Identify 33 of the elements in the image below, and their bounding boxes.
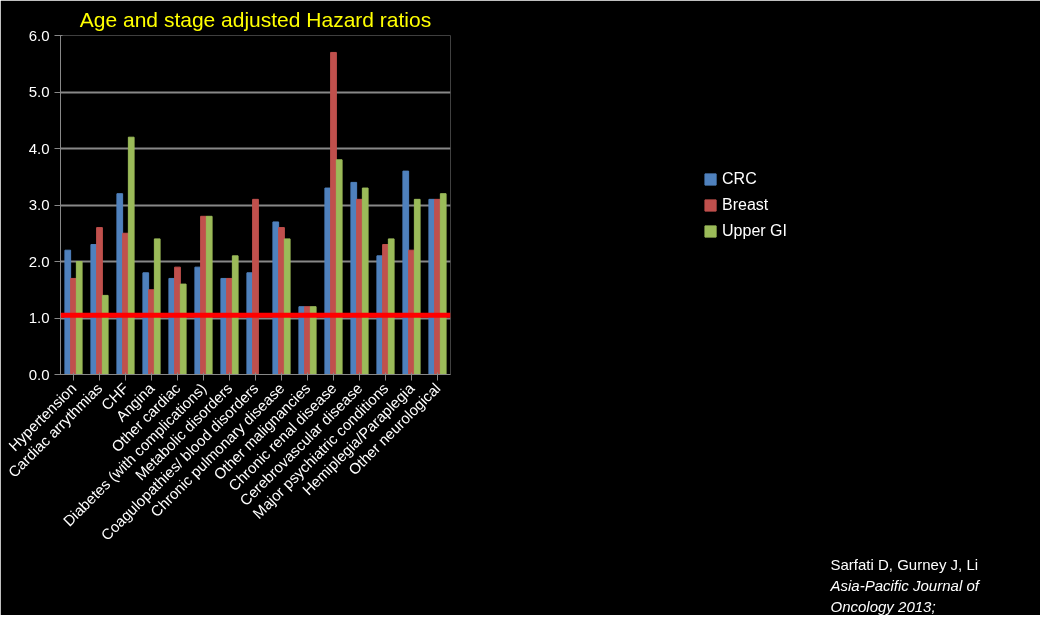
- bar: [116, 193, 124, 375]
- bar: [330, 51, 337, 375]
- text: Oncology 2013;: [830, 597, 936, 615]
- legend-label: Upper GI: [722, 221, 787, 240]
- bar: [231, 255, 239, 375]
- text: Asia-Pacific Journal of: [829, 576, 981, 594]
- bar: [335, 159, 343, 375]
- y-tick-label: 0.0: [28, 365, 50, 383]
- bar: [75, 261, 83, 375]
- bar: [309, 306, 317, 375]
- bar: [205, 215, 213, 375]
- y-tick-label: 6.0: [28, 26, 50, 44]
- legend-label: CRC: [722, 169, 757, 188]
- y-tick-label: 5.0: [28, 83, 50, 100]
- bar: [101, 294, 109, 375]
- bar: [179, 283, 187, 375]
- bar: [439, 193, 447, 375]
- text: Sarfati D, Gurney J, Li: [830, 555, 979, 573]
- legend-label: Breast: [722, 195, 769, 214]
- y-tick-label: 2.0: [28, 252, 50, 270]
- chart-title: Age and stage adjusted Hazard ratios: [79, 7, 432, 31]
- y-tick-label: 4.0: [28, 139, 50, 157]
- bar: [361, 187, 369, 375]
- bar: [402, 170, 410, 375]
- bar: [413, 198, 421, 375]
- y-tick-label: 1.0: [28, 309, 50, 326]
- bar: [127, 136, 135, 375]
- bar: [96, 227, 103, 375]
- bar: [252, 198, 259, 375]
- bar: [283, 238, 291, 375]
- bar: [153, 238, 161, 375]
- y-tick-label: 3.0: [28, 196, 50, 213]
- bar: [387, 238, 395, 375]
